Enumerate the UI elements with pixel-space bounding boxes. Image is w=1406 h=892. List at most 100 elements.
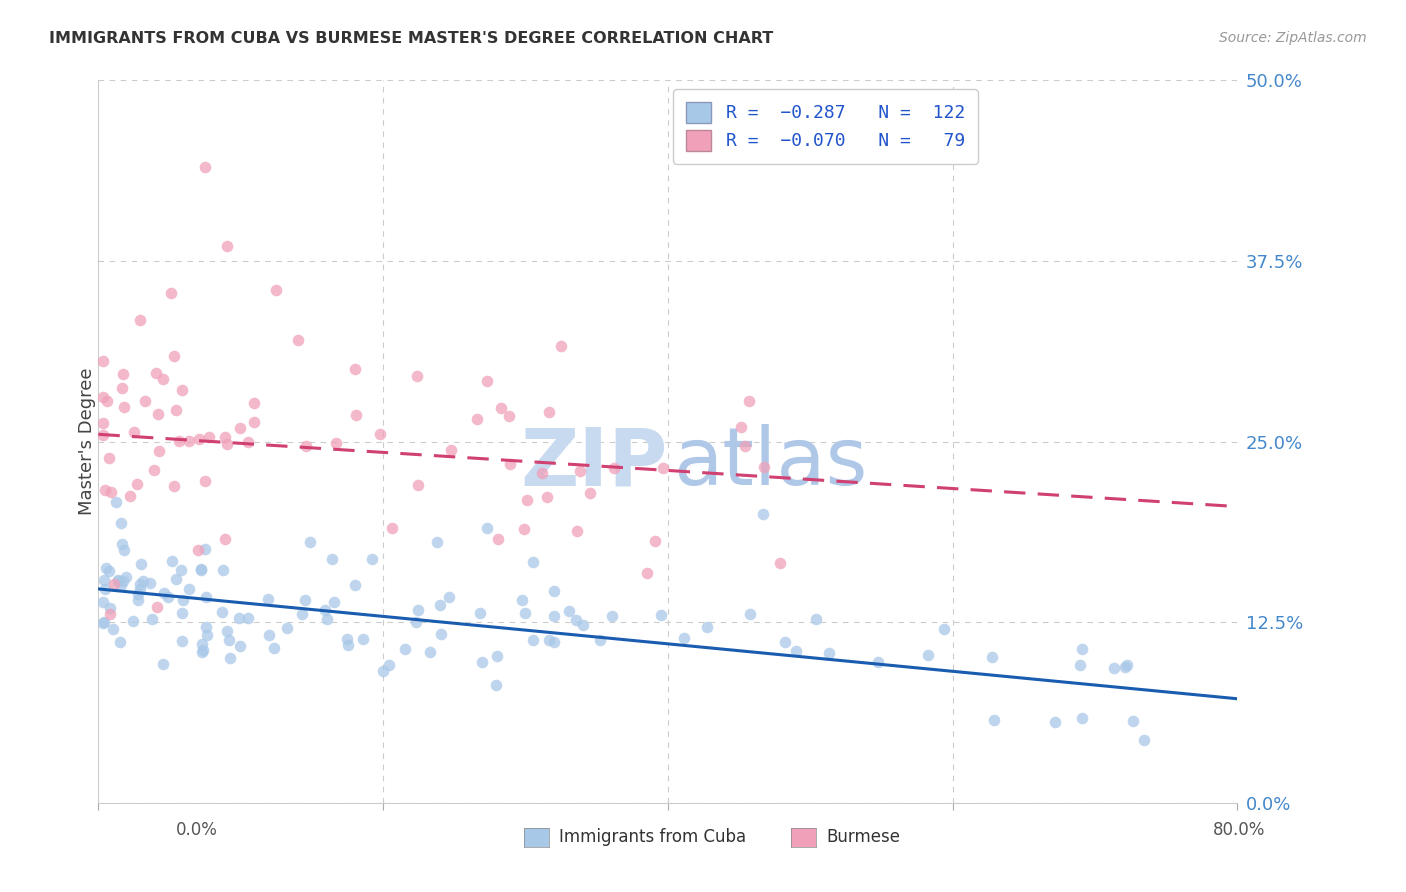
Text: ZIP: ZIP xyxy=(520,425,668,502)
Point xyxy=(148,444,170,458)
Text: atlas: atlas xyxy=(673,425,868,502)
Point xyxy=(194,541,217,556)
Point xyxy=(110,516,132,530)
Point xyxy=(381,521,404,535)
Point xyxy=(212,563,235,577)
Point xyxy=(470,607,492,621)
Point xyxy=(537,633,560,648)
Point xyxy=(121,614,143,628)
Point xyxy=(146,407,169,421)
Point xyxy=(170,634,193,648)
Point xyxy=(143,463,166,477)
Point xyxy=(169,563,191,577)
Legend: R =  −0.287   N =  122, R =  −0.070   N =   79: R = −0.287 N = 122, R = −0.070 N = 79 xyxy=(673,89,977,163)
Point xyxy=(125,476,148,491)
Point xyxy=(114,570,136,584)
Point xyxy=(195,627,218,641)
Point xyxy=(513,606,536,620)
Point xyxy=(263,641,285,656)
Text: 80.0%: 80.0% xyxy=(1213,821,1265,838)
Point xyxy=(257,628,280,642)
Point xyxy=(430,627,453,641)
Point xyxy=(579,486,602,500)
Point xyxy=(465,411,488,425)
Point xyxy=(537,405,560,419)
Point xyxy=(571,618,593,632)
Point xyxy=(165,403,187,417)
Point xyxy=(485,678,508,692)
Point xyxy=(567,524,589,539)
Point xyxy=(128,582,150,597)
Point xyxy=(378,657,401,672)
Point xyxy=(167,434,190,448)
Point xyxy=(486,649,509,664)
Point xyxy=(1104,661,1126,675)
Point xyxy=(152,372,174,386)
Point xyxy=(128,576,150,591)
Point xyxy=(1070,642,1092,657)
Point xyxy=(536,490,558,504)
Point xyxy=(257,591,280,606)
Point xyxy=(1116,657,1139,672)
Point xyxy=(672,631,695,645)
Point xyxy=(129,557,152,571)
Point xyxy=(104,494,127,508)
Point xyxy=(565,613,588,627)
Point xyxy=(314,603,336,617)
Point xyxy=(568,464,591,478)
Point xyxy=(215,239,238,253)
Point xyxy=(316,613,339,627)
Point xyxy=(636,566,658,581)
Point xyxy=(934,623,956,637)
Point xyxy=(325,435,347,450)
Point xyxy=(91,615,114,630)
Point xyxy=(498,409,520,423)
Point xyxy=(215,437,238,451)
Point xyxy=(439,590,461,604)
Point xyxy=(91,417,114,431)
Point xyxy=(510,593,533,607)
Point xyxy=(243,395,266,409)
Point xyxy=(543,584,565,599)
Point xyxy=(112,367,135,381)
Point xyxy=(344,408,367,422)
Point xyxy=(218,650,240,665)
Point xyxy=(100,485,122,500)
Point xyxy=(543,634,565,648)
Point xyxy=(266,283,288,297)
Point xyxy=(98,451,121,466)
Point xyxy=(588,633,610,648)
Point xyxy=(486,532,509,546)
Point xyxy=(98,564,121,578)
Point xyxy=(141,612,163,626)
Point xyxy=(152,657,174,672)
Point xyxy=(103,622,125,636)
Point xyxy=(112,543,135,558)
Point xyxy=(91,354,114,368)
Point xyxy=(650,607,672,622)
Point xyxy=(195,590,218,604)
Point xyxy=(170,383,193,397)
Point xyxy=(471,655,494,669)
Point xyxy=(93,483,115,497)
Point xyxy=(162,554,184,568)
Point xyxy=(1133,732,1156,747)
Point xyxy=(558,604,581,618)
Point xyxy=(139,576,162,591)
Point xyxy=(522,555,544,569)
Point xyxy=(191,643,214,657)
Point xyxy=(734,439,756,453)
Text: 0.0%: 0.0% xyxy=(176,821,218,838)
Point xyxy=(91,428,114,442)
Point xyxy=(172,606,194,620)
Point xyxy=(94,561,117,575)
Point xyxy=(111,537,134,551)
Point xyxy=(806,612,828,626)
Point xyxy=(516,493,538,508)
Point xyxy=(159,286,181,301)
Point xyxy=(291,607,314,622)
Point xyxy=(440,442,463,457)
Point xyxy=(112,574,135,588)
Point xyxy=(191,645,214,659)
Point xyxy=(134,394,156,409)
